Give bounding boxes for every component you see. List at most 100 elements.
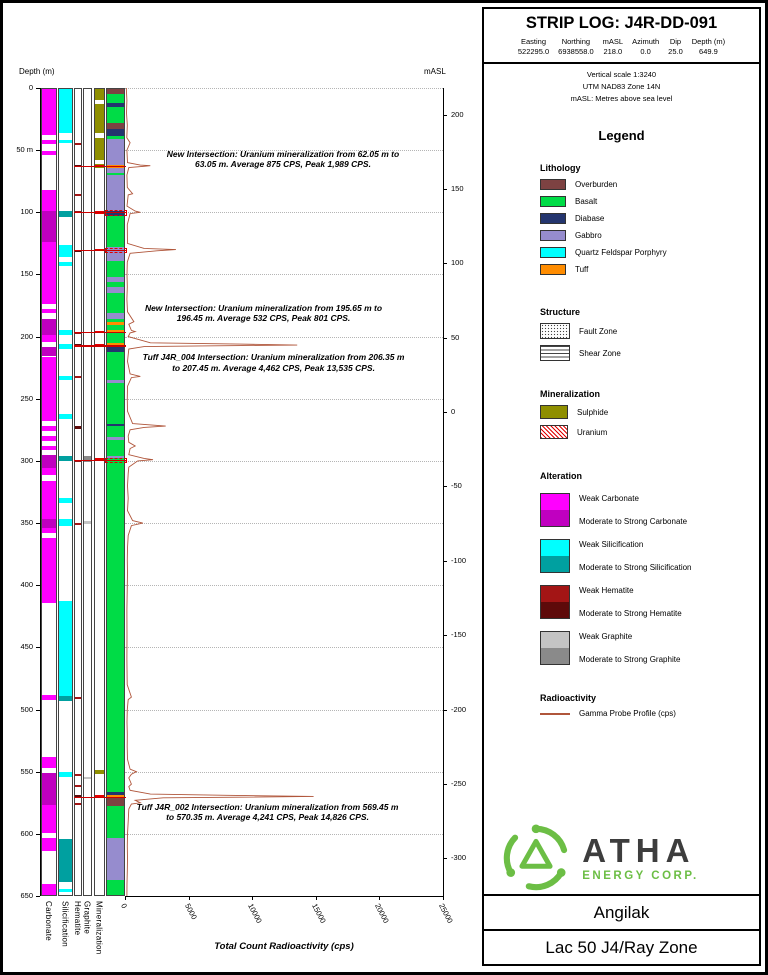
legend-pair-labels: Weak Hematite Moderate to Strong Hematite xyxy=(579,585,682,619)
strip-interval-basalt xyxy=(106,382,125,424)
strip-interval-silicification_weak xyxy=(58,519,73,526)
strip-interval-silicification_weak xyxy=(58,888,73,893)
strip-interval-tuff xyxy=(106,321,125,326)
strip-interval-gabbro xyxy=(106,380,125,383)
legend-swatch xyxy=(540,230,566,242)
depth-tick-label: 150 xyxy=(20,269,33,279)
strip-interval-gabbro xyxy=(106,312,125,320)
strip-interval-silicification_weak xyxy=(58,771,73,777)
legend-swatch-weak xyxy=(541,494,569,511)
strip-interval-diabase xyxy=(106,346,125,352)
legend-swatch-strong xyxy=(541,648,569,665)
strip-interval-basalt xyxy=(106,136,125,139)
strip-interval-silicification_weak xyxy=(58,244,73,258)
strip-interval-graphite_weak xyxy=(83,520,92,524)
legend-alteration-group: Weak Carbonate Moderate to Strong Carbona… xyxy=(540,493,753,528)
depth-tick-label: 500 xyxy=(20,704,33,714)
strip-interval-carbonate_weak xyxy=(41,805,57,833)
legend-swatch-weak xyxy=(541,632,569,649)
legend-swatch xyxy=(540,196,566,208)
depth-tick xyxy=(36,274,40,276)
strip-interval-gabbro xyxy=(106,175,125,212)
gridline xyxy=(125,833,443,835)
strip-interval-carbonate_strong xyxy=(41,319,57,336)
note-utm-zone: UTM NAD83 Zone 14N xyxy=(582,81,661,91)
depth-tick xyxy=(36,833,40,835)
legend-label-weak: Weak Silicification xyxy=(579,540,644,550)
strip-interval-carbonate_weak xyxy=(41,446,57,450)
uranium-dashed-box xyxy=(105,457,127,463)
column-label-mineralization: Mineralization xyxy=(94,901,104,955)
legend-item: Quartz Feldspar Porphyry xyxy=(540,247,753,259)
depth-tick-label: 650 xyxy=(20,891,33,900)
legend-label: Basalt xyxy=(575,197,598,207)
collar-field: Depth (m) 649.9 xyxy=(692,37,725,57)
column-frame-mineralization xyxy=(94,88,105,896)
legend-pair-swatch xyxy=(540,631,570,666)
masl-axis-line xyxy=(443,88,444,896)
gridline xyxy=(125,274,443,276)
strip-interval-uranium xyxy=(94,795,105,799)
atha-logo: ATHA ENERGY CORP. xyxy=(440,822,759,894)
legend-label-strong: Moderate to Strong Carbonate xyxy=(579,517,688,527)
atha-logo-text: ATHA ENERGY CORP. xyxy=(582,834,699,882)
strip-interval-carbonate_weak xyxy=(41,151,57,156)
strip-interval-basalt xyxy=(106,106,125,123)
strip-interval-carbonate_weak xyxy=(41,694,57,700)
intersection-annotation-1: New Intersection: Uranium mineralization… xyxy=(166,148,400,170)
strip-interval-carbonate_weak xyxy=(41,189,57,212)
gridline xyxy=(125,212,443,214)
strip-interval-basalt xyxy=(106,458,125,792)
legend-item: Uranium xyxy=(540,425,753,440)
column-label-silicification: Silicification xyxy=(60,901,70,947)
legend-item: Fault Zone xyxy=(540,323,753,340)
gamma-profile-line xyxy=(125,87,314,897)
cps-tick xyxy=(315,896,317,900)
legend-label-weak: Weak Graphite xyxy=(579,632,633,642)
gridline xyxy=(125,150,443,152)
masl-axis-title: mASL xyxy=(424,67,446,76)
depth-tick xyxy=(36,460,40,462)
legend-line-swatch xyxy=(540,712,570,715)
strip-interval-basalt xyxy=(106,426,125,438)
legend-label: Diabase xyxy=(575,214,605,224)
legend-swatch xyxy=(540,247,566,259)
legend-item: Sulphide xyxy=(540,405,753,420)
strip-interval-carbonate_weak xyxy=(41,88,57,136)
strip-interval-hematite_weak xyxy=(74,697,82,699)
zone-name: Lac 50 J4/Ray Zone xyxy=(484,929,759,964)
masl-tick xyxy=(443,189,447,191)
cps-tick xyxy=(379,896,381,900)
legend-label-strong: Moderate to Strong Silicification xyxy=(579,563,692,573)
depth-tick xyxy=(36,336,40,338)
strip-interval-basalt xyxy=(106,260,125,277)
strip-interval-carbonate_weak xyxy=(41,537,57,603)
atha-logo-icon xyxy=(504,824,568,891)
gamma-axis-title: Total Count Radioactivity (cps) xyxy=(214,941,354,952)
strip-log-chart: Depth (m) mASL Total Count Radioactivity… xyxy=(3,3,482,972)
column-frame-lithology xyxy=(106,88,125,896)
legend-alteration-group: Weak Silicification Moderate to Strong Si… xyxy=(540,539,753,574)
strip-interval-carbonate_strong xyxy=(41,454,57,469)
note-vertical-scale: Vertical scale 1:3240 xyxy=(586,70,657,80)
legend-item: Shear Zone xyxy=(540,345,753,362)
strip-interval-hematite_weak xyxy=(74,785,82,788)
legend-swatch-strong xyxy=(541,556,569,573)
masl-tick xyxy=(443,263,447,265)
strip-interval-tuff xyxy=(106,342,125,347)
legend-label: Gabbro xyxy=(575,231,602,241)
legend-pair-labels: Weak Graphite Moderate to Strong Graphite xyxy=(579,631,680,665)
strip-interval-gabbro xyxy=(106,167,125,173)
legend-label-strong: Moderate to Strong Hematite xyxy=(579,609,682,619)
uranium-marker-line xyxy=(74,459,126,461)
legend-label: Sulphide xyxy=(577,407,609,417)
strip-interval-gabbro xyxy=(106,286,125,294)
strip-interval-silicification_weak xyxy=(58,140,73,143)
legend-label-strong: Moderate to Strong Graphite xyxy=(579,655,681,665)
strip-interval-carbonate_weak xyxy=(41,528,57,534)
legend: Lithology Overburden Basalt Diabase Gabbro Qu… xyxy=(484,143,759,764)
strip-interval-hematite_strong xyxy=(74,165,82,167)
legend-alteration-group: Weak Graphite Moderate to Strong Graphite xyxy=(540,631,753,666)
depth-tick xyxy=(36,523,40,525)
strip-interval-gabbro xyxy=(106,437,125,440)
